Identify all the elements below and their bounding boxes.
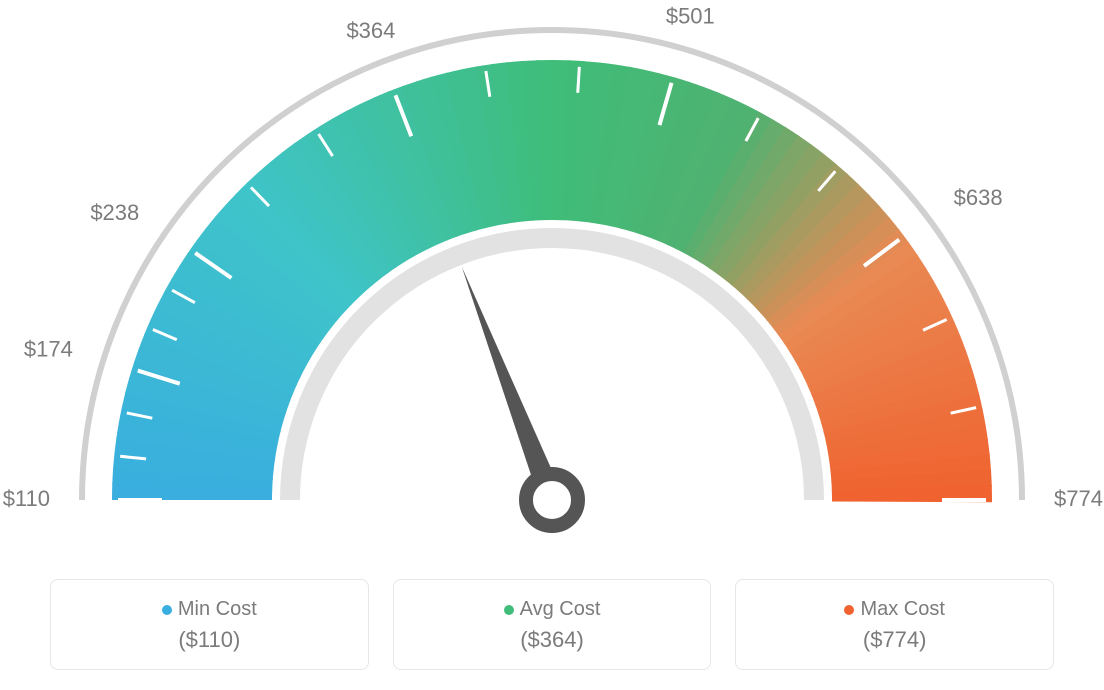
min-cost-card: Min Cost ($110) xyxy=(50,579,369,670)
svg-text:$364: $364 xyxy=(346,18,395,43)
avg-cost-value: ($364) xyxy=(404,627,701,653)
avg-cost-card: Avg Cost ($364) xyxy=(393,579,712,670)
max-cost-value: ($774) xyxy=(746,627,1043,653)
max-label-text: Max Cost xyxy=(860,598,944,620)
min-cost-label: Min Cost xyxy=(61,598,358,621)
max-cost-label: Max Cost xyxy=(746,598,1043,621)
min-label-text: Min Cost xyxy=(178,598,257,620)
avg-cost-label: Avg Cost xyxy=(404,598,701,621)
svg-text:$110: $110 xyxy=(3,486,50,511)
svg-text:$774: $774 xyxy=(1054,486,1103,511)
svg-text:$638: $638 xyxy=(954,185,1003,210)
max-dot-icon xyxy=(844,605,854,615)
min-cost-value: ($110) xyxy=(61,627,358,653)
avg-dot-icon xyxy=(504,605,514,615)
svg-text:$238: $238 xyxy=(90,200,139,225)
svg-text:$174: $174 xyxy=(24,336,73,361)
min-dot-icon xyxy=(162,605,172,615)
cost-gauge-container: $110 $174 $238 $364 $501 $638 $774 Min Cost ($… xyxy=(0,0,1104,690)
avg-label-text: Avg Cost xyxy=(520,598,601,620)
svg-text:$501: $501 xyxy=(666,3,715,28)
gauge-chart: $110 $174 $238 $364 $501 $638 $774 xyxy=(0,0,1104,560)
max-cost-card: Max Cost ($774) xyxy=(735,579,1054,670)
legend-row: Min Cost ($110) Avg Cost ($364) Max Cost… xyxy=(50,579,1054,670)
